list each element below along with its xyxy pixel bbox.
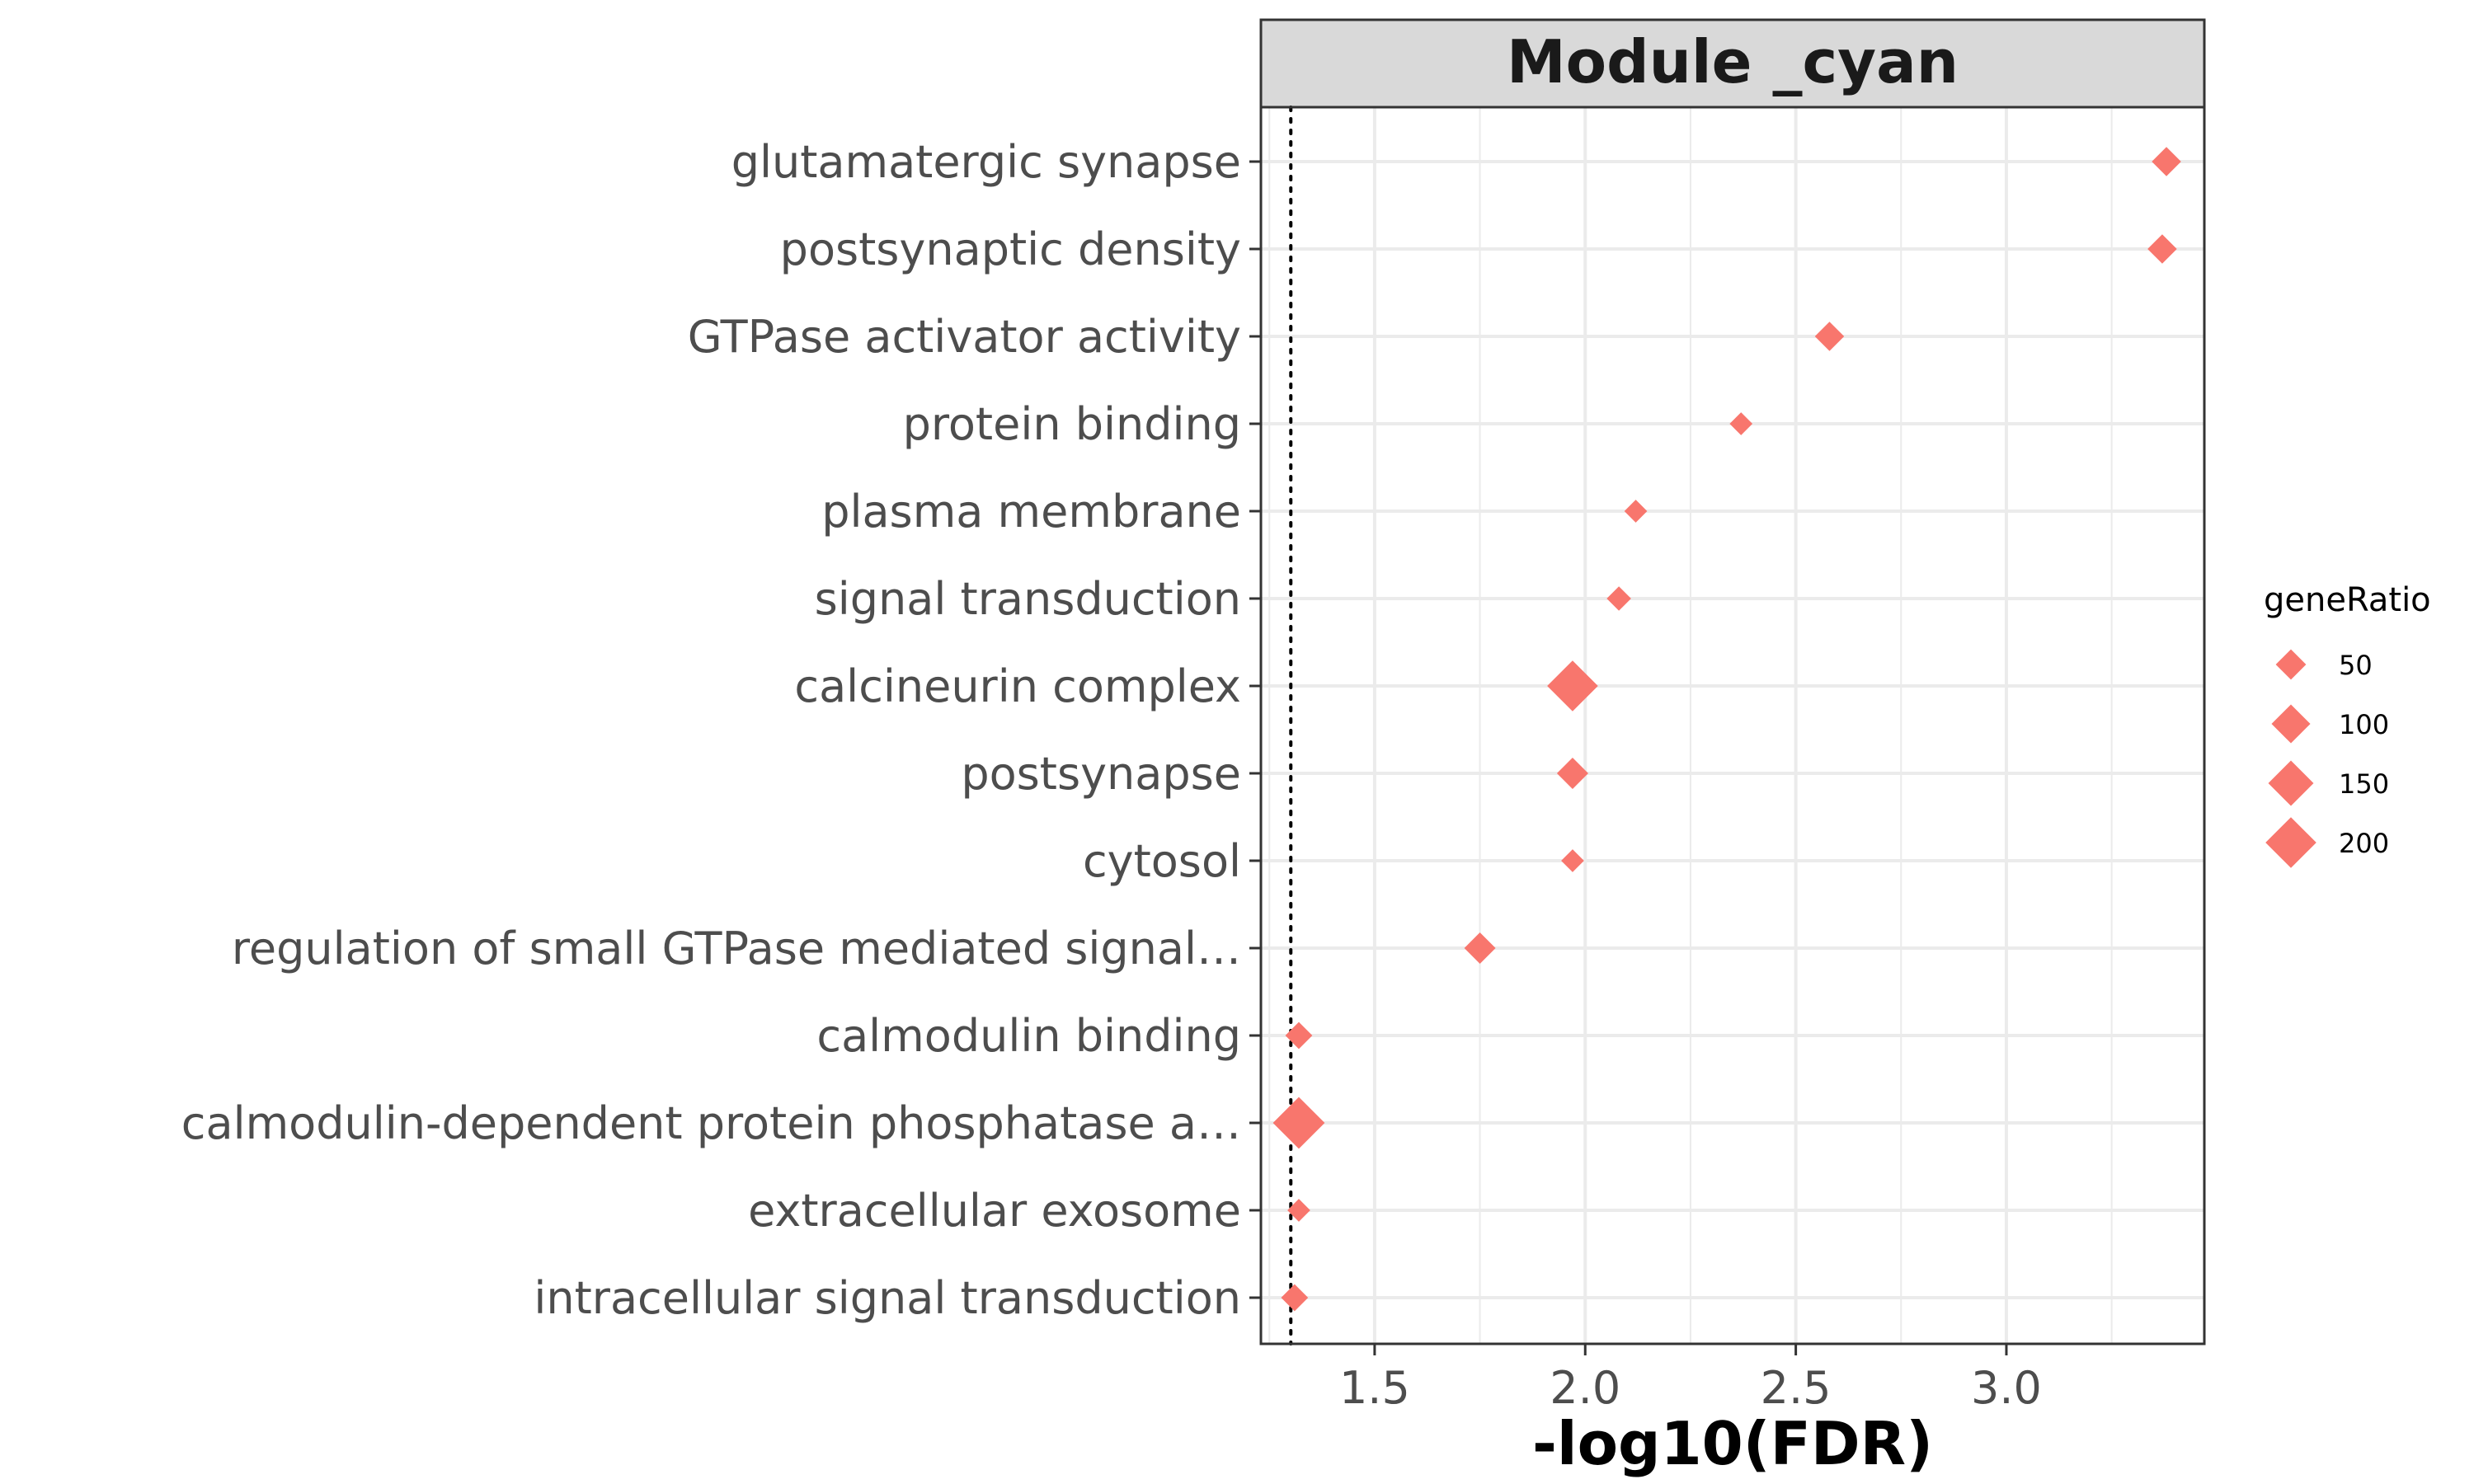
legend-title: geneRatio — [2264, 581, 2431, 619]
legend-key — [2265, 817, 2316, 868]
points-layer — [1272, 147, 2181, 1312]
data-point — [1272, 1097, 1325, 1149]
x-tick-label: 1.5 — [1339, 1362, 1410, 1414]
legend-key — [2268, 760, 2314, 806]
legend-label: 150 — [2339, 768, 2389, 800]
data-point — [2152, 147, 2181, 176]
y-tick-label: calcineurin complex — [794, 660, 1241, 712]
data-point — [1547, 660, 1598, 711]
grid-layer — [1261, 107, 2204, 1344]
data-point — [1606, 586, 1631, 611]
x-tick-label: 2.5 — [1761, 1362, 1832, 1414]
data-point — [1281, 1284, 1309, 1312]
y-axis: glutamatergic synapse postsynaptic densit… — [181, 136, 1261, 1324]
data-point — [1464, 932, 1496, 964]
x-tick-label: 3.0 — [1971, 1362, 2042, 1414]
y-tick-label: cytosol — [1083, 835, 1241, 887]
y-tick-label: extracellular exosome — [748, 1185, 1241, 1237]
data-point — [2147, 234, 2177, 264]
y-tick-label: plasma membrane — [821, 486, 1241, 538]
data-point — [1624, 500, 1648, 523]
panel-border — [1259, 106, 2206, 1345]
data-point — [1287, 1199, 1310, 1222]
y-tick-label: signal transduction — [815, 573, 1241, 625]
y-tick-label: GTPase activator activity — [688, 311, 1241, 363]
legend-label: 200 — [2339, 828, 2389, 859]
y-tick-label: postsynapse — [961, 748, 1241, 800]
y-tick-label: glutamatergic synapse — [731, 136, 1241, 188]
x-axis-title: -log10(FDR) — [1532, 1409, 1933, 1478]
data-point — [1285, 1021, 1313, 1050]
data-point — [1561, 849, 1584, 872]
y-tick-label: calmodulin binding — [816, 1010, 1241, 1062]
data-point — [1556, 758, 1588, 789]
legend-label: 100 — [2339, 709, 2389, 740]
y-tick-label: intracellular signal transduction — [534, 1272, 1241, 1324]
plot-panel — [1261, 107, 2204, 1344]
legend: geneRatio 50 100 150 200 — [2264, 581, 2431, 868]
data-point — [1814, 322, 1845, 351]
y-tick-label: calmodulin-dependent protein phosphatase… — [181, 1097, 1241, 1149]
legend-label: 50 — [2339, 650, 2373, 681]
facet-title: Module _cyan — [1507, 27, 1959, 96]
x-axis: 1.5 2.0 2.5 3.0 — [1339, 1344, 2042, 1414]
facet-strip — [1259, 18, 2206, 109]
legend-key — [2275, 649, 2307, 680]
legend-key — [2271, 704, 2311, 744]
x-tick-label: 2.0 — [1550, 1362, 1620, 1414]
y-tick-label: regulation of small GTPase mediated sign… — [232, 923, 1241, 974]
y-tick-label: postsynaptic density — [780, 223, 1241, 275]
y-tick-label: protein binding — [903, 398, 1241, 450]
data-point — [1729, 412, 1753, 435]
